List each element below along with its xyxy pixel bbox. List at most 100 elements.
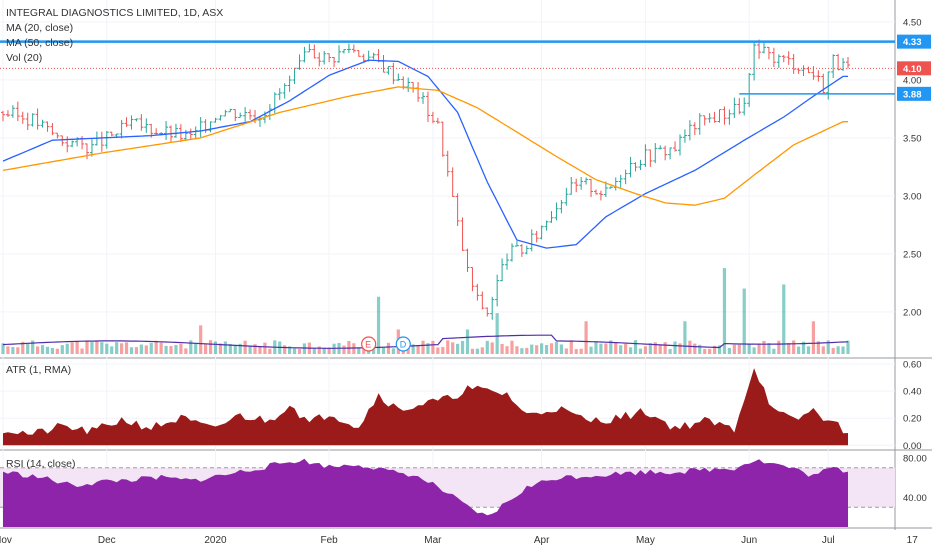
volume-bar: [460, 340, 465, 354]
volume-bar: [297, 348, 302, 354]
volume-bar: [688, 340, 692, 354]
volume-bar: [292, 348, 297, 354]
volume-bar: [149, 342, 153, 354]
rsi-area: [3, 458, 848, 527]
volume-bar: [139, 344, 143, 354]
chart-title: INTEGRAL DIAGNOSTICS LIMITED, 1D, ASX: [6, 7, 224, 19]
volume-bar: [352, 343, 356, 354]
volume-bar: [841, 346, 845, 354]
rsi-tick-label: 40.00: [903, 493, 927, 504]
volume-bar: [263, 342, 267, 354]
atr-tick-label: 0.40: [903, 387, 922, 398]
volume-bar: [599, 343, 603, 354]
volume-bar: [831, 347, 835, 354]
volume-bar: [342, 345, 346, 354]
volume-bar: [451, 342, 455, 354]
volume-ma-line: [2, 334, 849, 349]
price-label-box: [897, 86, 931, 101]
volume-bar: [21, 341, 25, 354]
volume-bar: [288, 346, 292, 354]
volume-bar: [727, 347, 732, 354]
volume-bar: [134, 347, 139, 354]
ma50-line: [2, 86, 848, 206]
volume-bar: [732, 344, 736, 354]
volume-bar: [110, 346, 114, 354]
volume-bar: [589, 346, 593, 354]
volume-bar: [787, 343, 791, 354]
volume-bar: [619, 345, 623, 354]
volume-bar: [559, 344, 563, 354]
volume-bar: [115, 342, 119, 354]
volume-bar: [179, 343, 183, 354]
volume-bar: [381, 347, 386, 354]
volume-bar: [693, 343, 697, 354]
price-label-box: [897, 34, 931, 49]
volume-bar: [554, 341, 559, 354]
volume-bar: [31, 340, 35, 354]
volume-bar: [85, 341, 89, 354]
legend-volume[interactable]: Vol (20): [6, 52, 43, 64]
volume-bar: [584, 321, 588, 354]
volume-bar: [218, 343, 223, 354]
volume-bar: [124, 342, 129, 354]
volume-bar: [327, 347, 331, 354]
volume-bar: [65, 343, 69, 354]
volume-bar: [535, 345, 539, 354]
volume-bar: [436, 347, 440, 354]
rsi-pane-label[interactable]: RSI (14, close): [6, 458, 76, 470]
volume-bar: [105, 343, 109, 354]
volume-bar: [846, 340, 850, 354]
volume-bar: [268, 348, 272, 354]
dividend-marker-text: D: [400, 340, 407, 350]
volume-bar: [594, 341, 598, 354]
volume-bar: [60, 345, 64, 354]
volume-bar: [624, 344, 628, 354]
volume-bar: [826, 340, 830, 354]
atr-tick-label: 0.00: [903, 441, 922, 452]
atr-tick-label: 0.60: [903, 360, 922, 371]
volume-bar: [159, 342, 163, 354]
volume-bar: [569, 340, 573, 354]
volume-bar: [258, 346, 262, 354]
volume-bar: [811, 321, 816, 354]
legend-ma50[interactable]: MA (50, close): [6, 37, 74, 49]
atr-area: [3, 368, 848, 446]
volume-bar: [431, 340, 435, 354]
volume-bar: [544, 344, 549, 354]
volume-bar: [816, 341, 820, 354]
time-tick-label: Mar: [424, 535, 442, 546]
volume-bar: [312, 347, 316, 354]
time-tick-label: Apr: [534, 535, 550, 546]
price-label-box: [897, 61, 931, 76]
volume-bar: [742, 288, 746, 354]
price-tick-label: 3.50: [903, 133, 922, 144]
volume-bar: [801, 341, 806, 354]
volume-bar: [322, 347, 326, 354]
dividend-marker: [395, 336, 411, 352]
volume-bar: [100, 342, 104, 354]
volume-bar: [792, 340, 796, 354]
time-tick-label: 17: [907, 535, 919, 546]
atr-tick-label: 0.20: [903, 414, 922, 425]
volume-bar: [703, 348, 707, 354]
atr-pane-label[interactable]: ATR (1, RMA): [6, 364, 72, 376]
volume-bar: [411, 344, 415, 354]
price-label-text: 4.33: [903, 37, 922, 48]
volume-bar: [648, 343, 652, 354]
volume-bar: [752, 347, 756, 354]
volume-bar: [317, 346, 321, 354]
volume-bar: [628, 347, 633, 354]
volume-bar: [747, 344, 751, 354]
volume-bar: [604, 343, 608, 354]
legend-ma20[interactable]: MA (20, close): [6, 22, 74, 34]
volume-bar: [426, 343, 430, 354]
volume-bar: [253, 344, 257, 354]
price-tick-label: 2.00: [903, 307, 922, 318]
volume-bar: [11, 347, 15, 354]
volume-bar: [658, 345, 662, 354]
volume-bar: [243, 340, 247, 354]
volume-bar: [579, 348, 583, 354]
volume-bar: [1, 343, 5, 354]
volume-bar: [564, 348, 568, 354]
